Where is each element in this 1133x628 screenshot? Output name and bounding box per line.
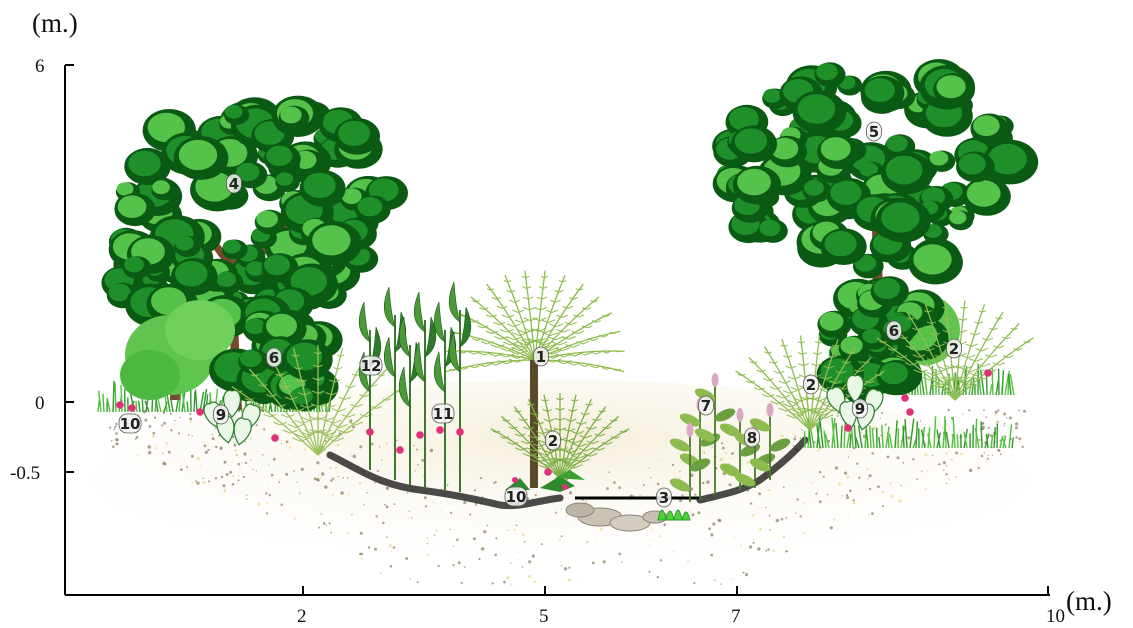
channel-stones [565,502,668,532]
axes: (m.) 6 0 -0.5 2 5 7 10 (m.) [10,8,1112,627]
herb-8 [719,403,791,490]
plant-number: 6 [889,322,899,340]
plant-label-shrub-6-right: 6 [886,320,902,341]
plant-label-ginger-12: 12 [359,355,383,376]
plant-number: 10 [506,488,527,506]
ginger-11 [413,281,472,492]
plant-number: 5 [869,123,879,141]
plant-label-herb-8: 8 [744,427,760,448]
flowers [116,369,992,476]
tree-4 [101,95,409,410]
plant-number: 8 [747,429,757,447]
plant-label-tree-4: 4 [226,173,242,194]
plant-number: 11 [433,405,454,423]
channel-bank-right [696,436,809,504]
shrub-6-left [209,295,343,412]
plant-label-ginger-11: 11 [431,403,455,424]
plant-label-caladium-9-right: 9 [852,398,868,419]
x-tick-5: 5 [539,606,549,627]
plant-number: 2 [806,376,816,394]
plant-number: 2 [548,432,558,450]
plant-label-shrub-6-left: 6 [266,347,282,368]
tree-5 [712,59,1039,300]
plant-label-ground-10-left: 10 [118,413,142,434]
plant-label-ground-10-center: 10 [504,486,528,507]
plant-label-fern-2-right-b: 2 [946,338,962,359]
y-axis-unit: (m.) [32,8,78,38]
plant-label-tree-5: 5 [866,121,882,142]
x-tick-7: 7 [731,606,741,627]
plant-number: 3 [659,489,669,507]
x-tick-2: 2 [297,606,307,627]
x-tick-10: 10 [1046,606,1065,627]
water-plant-3 [657,509,691,521]
y-tick-0: 0 [35,393,45,414]
x-axis-unit: (m.) [1066,586,1112,616]
plant-number: 10 [120,415,141,433]
plant-number: 12 [361,357,382,375]
fern-left-bank [231,345,405,456]
plant-number: 7 [701,397,711,415]
plant-number: 2 [949,340,959,358]
plant-number: 6 [269,349,279,367]
plant-label-fern-tree-1: 1 [533,346,549,367]
plant-label-water-plant-3: 3 [656,487,672,508]
plant-number: 9 [216,406,226,424]
y-tick-neg05: -0.5 [10,463,40,484]
y-tick-6: 6 [35,56,45,77]
plant-number: 1 [536,348,546,366]
shrub-6-right [816,276,949,404]
plant-number: 4 [229,175,239,193]
channel-bank-left [326,451,564,510]
plant-label-caladium-9-left: 9 [213,404,229,425]
plant-label-herb-7: 7 [698,395,714,416]
plant-label-fern-2-center: 2 [545,430,561,451]
plant-number: 9 [855,400,865,418]
light-shrub-left [120,300,235,400]
plant-label-fern-2-right-a: 2 [803,374,819,395]
